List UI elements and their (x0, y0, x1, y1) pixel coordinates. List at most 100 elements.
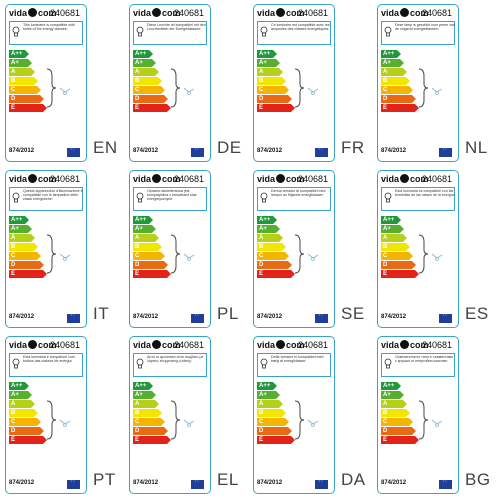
energy-label-card: vida com 240681 Esta luminária é compatív… (5, 336, 87, 494)
info-box: Deze lamp is geschikt voor peren van de … (381, 21, 455, 45)
energy-class-bar: E (133, 436, 171, 444)
language-code: SE (341, 304, 365, 323)
energy-class-bar: E (257, 270, 295, 278)
label-cell-nl: vida com 240681 Deze lamp is geschikt voo… (372, 0, 496, 166)
energy-class-bar: A (381, 68, 407, 76)
brace-icon (294, 234, 305, 274)
energy-label-card: vida com 240681 Esta luminaria es compati… (377, 170, 459, 328)
language-code: FR (341, 138, 365, 157)
brand-logo: vida com (133, 340, 181, 350)
energy-class-bar: D (381, 261, 416, 269)
energy-class-bar: A (133, 68, 159, 76)
product-code: 240681 (298, 174, 329, 184)
product-code: 240681 (298, 340, 329, 350)
info-box: Diese Leuchte ist kompatibel mit den Leu… (133, 21, 207, 45)
energy-class-bar: D (257, 261, 292, 269)
energy-class-bar: A+ (9, 225, 32, 233)
regulation-number: 874/2012 (133, 314, 159, 320)
energy-class-scale: A++ A+ A B C D E (9, 216, 49, 279)
energy-label-card: vida com 240681 Осветителното тяло е съвм… (377, 336, 459, 494)
eu-flag-icon (439, 145, 452, 157)
energy-class-bar: B (381, 243, 410, 251)
brand-logo: vida com (9, 8, 57, 18)
label-cell-en: vida com 240681 This luminaire is compati… (0, 0, 124, 166)
product-code: 240681 (50, 174, 81, 184)
product-code: 240681 (50, 8, 81, 18)
brace-icon (46, 68, 57, 108)
compatibility-text: Questo apparecchio d'illuminazione è com… (23, 189, 83, 201)
brace-icon (418, 234, 429, 274)
product-code: 240681 (422, 174, 453, 184)
energy-class-scale: A++ A+ A B C D E (133, 382, 173, 445)
eu-flag-icon (439, 477, 452, 489)
energy-class-bar: D (133, 261, 168, 269)
bulb-icon (260, 192, 268, 203)
product-code: 240681 (422, 8, 453, 18)
regulation-number: 874/2012 (133, 148, 159, 154)
brace-icon (294, 400, 305, 440)
language-code: BG (465, 470, 491, 489)
energy-class-bar: A++ (133, 216, 153, 224)
eu-flag-icon (67, 145, 80, 157)
info-box: Questo apparecchio d'illuminazione è com… (9, 187, 83, 211)
energy-class-bar: C (257, 418, 289, 426)
regulation-number: 874/2012 (9, 148, 35, 154)
compatibility-text: Esta luminária é compatível com bulbos d… (23, 355, 75, 363)
label-cell-fr: vida com 240681 Ce luminaire est compatib… (248, 0, 372, 166)
language-code: IT (93, 304, 110, 323)
label-cell-it: vida com 240681 Questo apparecchio d'illu… (0, 166, 124, 332)
brand-logo: vida com (133, 8, 181, 18)
energy-class-bar: A++ (257, 382, 277, 390)
brace-icon (170, 68, 181, 108)
lamp-icon (59, 419, 71, 427)
product-code: 240681 (422, 340, 453, 350)
energy-class-bar: D (381, 427, 416, 435)
bulb-icon (384, 358, 392, 369)
brand-logo: vida com (381, 8, 429, 18)
energy-class-bar: A (9, 68, 35, 76)
brace-icon (418, 68, 429, 108)
lamp-icon (431, 87, 443, 95)
energy-class-bar: B (381, 409, 410, 417)
energy-class-bar: D (9, 261, 44, 269)
energy-class-bar: A++ (133, 382, 153, 390)
info-box: Denna armatur är kompatibel med lampor a… (257, 187, 331, 211)
energy-class-bar: D (133, 427, 168, 435)
energy-label-card: vida com 240681 Dette armatur er kompatib… (253, 336, 335, 494)
lamp-icon (183, 253, 195, 261)
energy-label-card: vida com 240681 Diese Leuchte ist kompati… (129, 4, 211, 162)
lamp-icon (183, 419, 195, 427)
energy-class-bar: E (257, 104, 295, 112)
energy-class-bar: A+ (9, 391, 32, 399)
energy-class-bar: A++ (257, 50, 277, 58)
compatibility-text: Αυτό το φωτιστικό είναι συμβατό με λάμπε… (147, 355, 204, 363)
compatibility-text: Diese Leuchte ist kompatibel mit den Leu… (147, 23, 206, 31)
eu-flag-icon (315, 477, 328, 489)
energy-class-scale: A++ A+ A B C D E (257, 382, 297, 445)
brand-logo: vida com (257, 8, 305, 18)
product-code: 240681 (174, 8, 205, 18)
label-cell-el: vida com 240681 Αυτό το φωτιστικό είναι σ… (124, 332, 248, 498)
lamp-icon (183, 87, 195, 95)
language-code: DE (217, 138, 242, 157)
language-code: DA (341, 470, 366, 489)
eu-flag-icon (315, 145, 328, 157)
regulation-number: 874/2012 (133, 480, 159, 486)
energy-class-scale: A++ A+ A B C D E (9, 50, 49, 113)
energy-class-bar: C (381, 418, 413, 426)
eu-flag-icon (191, 311, 204, 323)
product-code: 240681 (50, 340, 81, 350)
regulation-number: 874/2012 (9, 480, 35, 486)
energy-class-bar: E (133, 104, 171, 112)
language-code: EL (217, 470, 239, 489)
energy-class-bar: C (133, 252, 165, 260)
bulb-icon (384, 192, 392, 203)
regulation-number: 874/2012 (381, 480, 407, 486)
bulb-icon (260, 26, 268, 37)
product-code: 240681 (174, 340, 205, 350)
bulb-icon (260, 358, 268, 369)
lamp-icon (431, 419, 443, 427)
energy-class-bar: A+ (257, 391, 280, 399)
energy-class-bar: B (257, 409, 286, 417)
energy-class-bar: A (9, 400, 35, 408)
